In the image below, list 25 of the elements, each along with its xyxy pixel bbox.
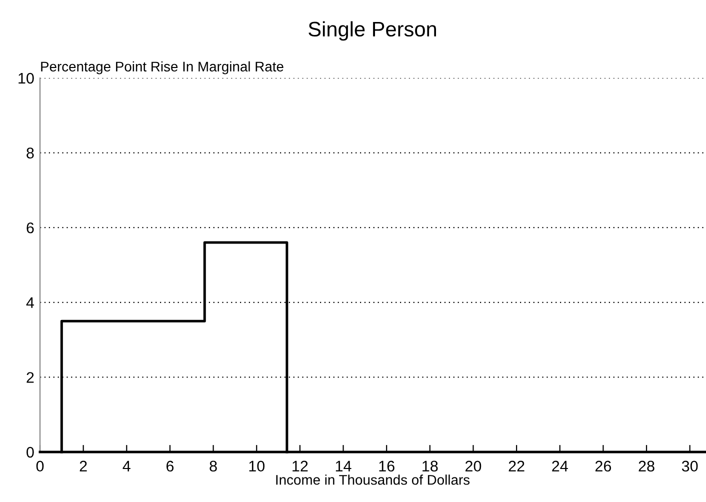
y-tick-label: 10 [18,72,34,84]
x-tick-label: 28 [638,460,654,472]
x-tick-label: 6 [166,460,174,472]
x-tick-label: 0 [36,460,44,472]
y-tick-label: 4 [26,297,34,308]
x-tick-label: 26 [595,460,612,472]
x-axis-title: Income in Thousands of Dollars [276,474,470,485]
y-tick-label: 0 [26,446,34,458]
x-tick-label: 22 [508,460,524,472]
x-tick-label: 4 [122,460,130,472]
x-tick-label: 20 [466,460,482,472]
x-tick-label: 24 [552,460,568,472]
x-tick-label: 30 [682,460,698,472]
x-tick-label: 2 [80,460,87,472]
x-tick-label: 16 [379,460,394,472]
y-tick-label: 2 [26,372,34,383]
y-axis-title: Percentage Point Rise In Marginal Rate [41,61,284,74]
x-tick-label: 18 [422,460,438,472]
x-tick-label: 8 [210,460,217,472]
x-tick-label: 14 [336,460,352,472]
x-tick-label: 10 [249,460,265,472]
y-tick-label: 8 [26,148,34,158]
x-tick-label: 12 [292,460,308,472]
chart-title: Single Person [308,21,436,41]
y-tick-label: 6 [26,222,34,234]
